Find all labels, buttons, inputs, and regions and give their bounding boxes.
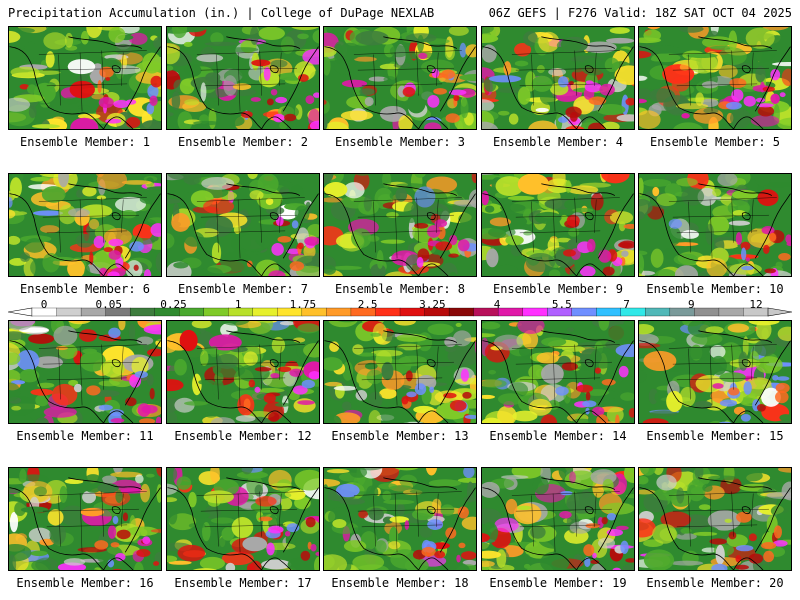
precip-map — [167, 321, 319, 423]
colorbar-segment — [497, 307, 524, 317]
ensemble-panel-3 — [323, 26, 477, 130]
precip-map — [639, 468, 791, 570]
ensemble-panel-16 — [8, 467, 162, 571]
valid-time: 06Z GEFS | F276 Valid: 18Z SAT OCT 04 20… — [488, 6, 792, 20]
precip-map — [639, 27, 791, 129]
ensemble-member-label: Ensemble Member: 20 — [646, 576, 784, 590]
ensemble-panel-13 — [323, 320, 477, 424]
colorbar-tick-label: 0 — [40, 298, 48, 311]
colorbar-tick-label: 1.75 — [289, 298, 317, 311]
colorbar-tick-label: 0.25 — [160, 298, 187, 311]
ensemble-panel-11 — [8, 320, 162, 424]
colorbar-segment — [448, 307, 475, 317]
ensemble-member-label: Ensemble Member: 18 — [331, 576, 469, 590]
colorbar-segment — [326, 307, 352, 317]
ensemble-member-label: Ensemble Member: 12 — [174, 429, 312, 443]
colorbar-segment — [522, 307, 548, 317]
precip-map — [9, 174, 161, 276]
colorbar-tick-label: 5.5 — [551, 298, 572, 311]
ensemble-panel-6 — [8, 173, 162, 277]
ensemble-panel-20 — [638, 467, 792, 571]
precip-map — [167, 27, 319, 129]
colorbar-tick-label: 9 — [687, 298, 695, 311]
ensemble-member-label: Ensemble Member: 3 — [334, 135, 466, 149]
ensemble-panel-5 — [638, 26, 792, 130]
ensemble-panel-8 — [323, 173, 477, 277]
precip-map — [9, 27, 161, 129]
ensemble-panel-9 — [481, 173, 635, 277]
colorbar-tick-label: 2.5 — [357, 298, 378, 311]
colorbar-segment — [129, 307, 156, 317]
ensemble-member-label: Ensemble Member: 11 — [16, 429, 154, 443]
ensemble-member-label: Ensemble Member: 7 — [177, 282, 309, 296]
colorbar-tick-label: 12 — [749, 298, 763, 311]
precip-map — [639, 321, 791, 423]
colorbar-segment — [645, 307, 671, 317]
colorbar-right-arrow — [767, 307, 792, 317]
ensemble-member-label: Ensemble Member: 2 — [177, 135, 309, 149]
colorbar-segment — [596, 307, 622, 317]
ensemble-member-label: Ensemble Member: 1 — [19, 135, 151, 149]
ensemble-panel-19 — [481, 467, 635, 571]
precip-map — [9, 468, 161, 570]
precip-map — [639, 174, 791, 276]
precip-map — [482, 468, 634, 570]
ensemble-member-label: Ensemble Member: 19 — [489, 576, 627, 590]
colorbar-tick-label: 7 — [623, 298, 630, 311]
ensemble-panel-7 — [166, 173, 320, 277]
ensemble-panel-12 — [166, 320, 320, 424]
precip-map — [9, 321, 161, 423]
ensemble-panel-2 — [166, 26, 320, 130]
precip-map — [324, 174, 476, 276]
ensemble-member-label: Ensemble Member: 16 — [16, 576, 154, 590]
precip-map — [482, 174, 634, 276]
ensemble-panel-14 — [481, 320, 635, 424]
ensemble-member-label: Ensemble Member: 14 — [489, 429, 627, 443]
colorbar-tick-label: 0.05 — [95, 298, 122, 311]
colorbar-tick-label: 1 — [234, 298, 242, 311]
ensemble-member-label: Ensemble Member: 10 — [646, 282, 784, 296]
ensemble-member-label: Ensemble Member: 5 — [649, 135, 781, 149]
precip-map — [482, 321, 634, 423]
colorbar-tick-label: 4 — [493, 298, 501, 311]
ensemble-member-label: Ensemble Member: 9 — [492, 282, 624, 296]
ensemble-member-label: Ensemble Member: 6 — [19, 282, 151, 296]
colorbar-segment — [375, 307, 401, 317]
ensemble-member-label: Ensemble Member: 17 — [174, 576, 312, 590]
precip-map — [324, 27, 476, 129]
header: Precipitation Accumulation (in.) | Colle… — [8, 6, 792, 24]
colorbar-segment — [694, 307, 720, 317]
colorbar-segment — [252, 307, 278, 317]
ensemble-member-label: Ensemble Member: 4 — [492, 135, 624, 149]
precip-map — [324, 468, 476, 570]
ensemble-panel-18 — [323, 467, 477, 571]
precip-map — [167, 468, 319, 570]
precip-map — [167, 174, 319, 276]
precip-map — [324, 321, 476, 423]
precip-map — [482, 27, 634, 129]
ensemble-panel-4 — [481, 26, 635, 130]
colorbar-segment — [203, 307, 229, 317]
ensemble-member-label: Ensemble Member: 13 — [331, 429, 469, 443]
ensemble-panel-15 — [638, 320, 792, 424]
ensemble-panel-1 — [8, 26, 162, 130]
page-title: Precipitation Accumulation (in.) | Colle… — [8, 6, 435, 20]
colorbar-segment — [56, 307, 82, 317]
colorbar-left-arrow — [8, 307, 33, 317]
ensemble-panel-10 — [638, 173, 792, 277]
colorbar — [8, 307, 792, 317]
ensemble-member-label: Ensemble Member: 8 — [334, 282, 466, 296]
colorbar-tick-label: 3.25 — [419, 298, 446, 311]
colorbar-segment — [718, 307, 744, 317]
colorbar-segment — [571, 307, 597, 317]
ensemble-member-label: Ensemble Member: 15 — [646, 429, 784, 443]
ensemble-panel-17 — [166, 467, 320, 571]
